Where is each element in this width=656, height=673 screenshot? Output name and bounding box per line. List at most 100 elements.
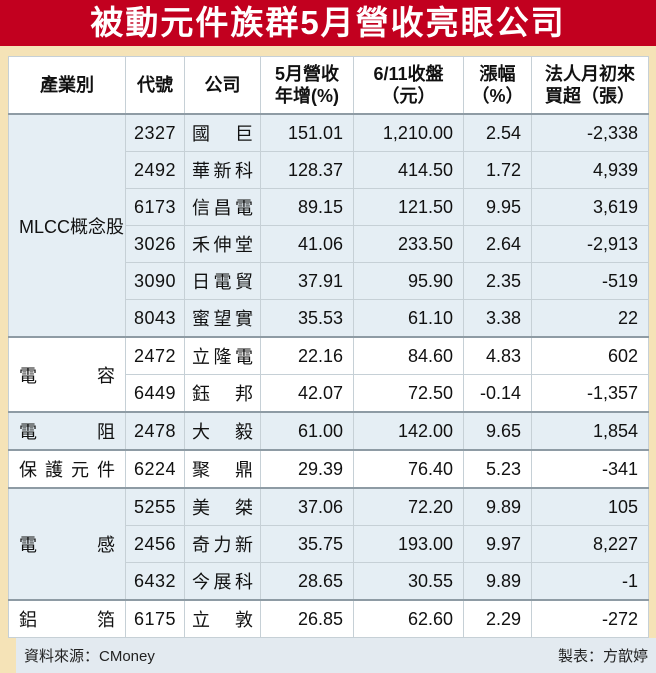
change-pct-value: 9.97 xyxy=(463,525,532,563)
table-row: 保護元件 6224 聚鼎 29.39 76.40 5.23 -341 xyxy=(8,449,649,489)
revenue-yoy-value: 128.37 xyxy=(260,151,354,189)
table-footer: 資料來源：CMoney 製表：方歆婷 xyxy=(16,638,656,673)
change-pct-value: 4.83 xyxy=(463,336,532,375)
table-row: 3026 禾伸堂 41.06 233.50 2.64 -2,913 xyxy=(9,225,649,263)
stock-table-container: 產業別 代號 公司 5月營收 年增(%) 6/11收盤 （元） 漲幅 （%） 法… xyxy=(8,56,656,673)
revenue-yoy-value: 35.53 xyxy=(260,299,354,338)
stock-code: 3026 xyxy=(125,225,185,263)
table-row: 8043 蜜望實 35.53 61.10 3.38 22 xyxy=(9,299,649,338)
data-source-label: 資料來源：CMoney xyxy=(24,648,155,665)
net-buy-value: -272 xyxy=(531,599,649,638)
closing-price-value: 233.50 xyxy=(353,225,464,263)
net-buy-value: 3,619 xyxy=(531,188,649,226)
industry-category-cell: MLCC概念股 xyxy=(8,113,126,338)
revenue-yoy-value: 29.39 xyxy=(260,449,354,489)
table-row: 3090 日電貿 37.91 95.90 2.35 -519 xyxy=(9,262,649,300)
revenue-yoy-value: 41.06 xyxy=(260,225,354,263)
change-pct-value: 2.35 xyxy=(463,262,532,300)
closing-price-value: 30.55 xyxy=(353,562,464,601)
company-name: 美桀 xyxy=(184,487,261,526)
col-header-code: 代號 xyxy=(125,56,185,115)
net-buy-value: 602 xyxy=(531,336,649,375)
company-name: 大毅 xyxy=(184,411,261,451)
stock-code: 6224 xyxy=(125,449,185,489)
net-buy-value: 8,227 xyxy=(531,525,649,563)
net-buy-value: 1,854 xyxy=(531,411,649,451)
net-buy-value: -519 xyxy=(531,262,649,300)
revenue-yoy-value: 22.16 xyxy=(260,336,354,375)
closing-price-value: 62.60 xyxy=(353,599,464,638)
stock-table: 產業別 代號 公司 5月營收 年增(%) 6/11收盤 （元） 漲幅 （%） 法… xyxy=(8,56,649,638)
page-title: 被動元件族群5月營收亮眼公司 xyxy=(90,4,566,41)
industry-category-cell: 電感 xyxy=(8,487,126,601)
company-name: 蜜望實 xyxy=(184,299,261,338)
stock-code: 6449 xyxy=(125,374,185,413)
col-header-institutional-net-buy: 法人月初來 買超（張） xyxy=(531,56,649,115)
company-name: 華新科 xyxy=(184,151,261,189)
net-buy-value: 22 xyxy=(531,299,649,338)
closing-price-value: 1,210.00 xyxy=(353,113,464,152)
stock-code: 2472 xyxy=(125,336,185,375)
stock-code: 5255 xyxy=(125,487,185,526)
col-header-company: 公司 xyxy=(184,56,261,115)
company-name: 鈺邦 xyxy=(184,374,261,413)
company-name: 禾伸堂 xyxy=(184,225,261,263)
company-name: 立隆電 xyxy=(184,336,261,375)
col-header-may-revenue-yoy: 5月營收 年增(%) xyxy=(260,56,354,115)
closing-price-value: 72.20 xyxy=(353,487,464,526)
change-pct-value: -0.14 xyxy=(463,374,532,413)
change-pct-value: 3.38 xyxy=(463,299,532,338)
change-pct-value: 1.72 xyxy=(463,151,532,189)
table-row: 6173 信昌電 89.15 121.50 9.95 3,619 xyxy=(9,188,649,226)
revenue-yoy-value: 61.00 xyxy=(260,411,354,451)
company-name: 立敦 xyxy=(184,599,261,638)
industry-category-cell: 電阻 xyxy=(8,411,126,451)
company-name: 今展科 xyxy=(184,562,261,601)
company-name: 奇力新 xyxy=(184,525,261,563)
closing-price-value: 121.50 xyxy=(353,188,464,226)
change-pct-value: 2.64 xyxy=(463,225,532,263)
closing-price-value: 193.00 xyxy=(353,525,464,563)
change-pct-value: 9.65 xyxy=(463,411,532,451)
table-row: 鋁箔 6175 立敦 26.85 62.60 2.29 -272 xyxy=(8,599,649,638)
stock-code: 2327 xyxy=(125,113,185,152)
net-buy-value: -1 xyxy=(531,562,649,601)
company-name: 日電貿 xyxy=(184,262,261,300)
revenue-yoy-value: 28.65 xyxy=(260,562,354,601)
stock-code: 6432 xyxy=(125,562,185,601)
revenue-yoy-value: 35.75 xyxy=(260,525,354,563)
company-name: 信昌電 xyxy=(184,188,261,226)
industry-category-cell: 電容 xyxy=(8,336,126,413)
net-buy-value: -341 xyxy=(531,449,649,489)
stock-code: 3090 xyxy=(125,262,185,300)
change-pct-value: 5.23 xyxy=(463,449,532,489)
net-buy-value: -1,357 xyxy=(531,374,649,413)
change-pct-value: 9.89 xyxy=(463,562,532,601)
change-pct-value: 2.29 xyxy=(463,599,532,638)
title-banner: 被動元件族群5月營收亮眼公司 xyxy=(0,0,656,46)
closing-price-value: 414.50 xyxy=(353,151,464,189)
revenue-yoy-value: 151.01 xyxy=(260,113,354,152)
closing-price-value: 142.00 xyxy=(353,411,464,451)
stock-code: 2492 xyxy=(125,151,185,189)
change-pct-value: 9.95 xyxy=(463,188,532,226)
stock-code: 8043 xyxy=(125,299,185,338)
col-header-industry: 產業別 xyxy=(8,56,126,115)
table-header: 產業別 代號 公司 5月營收 年增(%) 6/11收盤 （元） 漲幅 （%） 法… xyxy=(8,56,649,115)
revenue-yoy-value: 42.07 xyxy=(260,374,354,413)
table-row: 2456 奇力新 35.75 193.00 9.97 8,227 xyxy=(9,525,649,563)
table-row: 電容 2472 立隆電 22.16 84.60 4.83 602 xyxy=(8,336,649,413)
industry-category-cell: 鋁箔 xyxy=(8,599,126,638)
closing-price-value: 72.50 xyxy=(353,374,464,413)
company-name: 聚鼎 xyxy=(184,449,261,489)
table-row: 電阻 2478 大毅 61.00 142.00 9.65 1,854 xyxy=(8,411,649,451)
change-pct-value: 2.54 xyxy=(463,113,532,152)
credit-label: 製表：方歆婷 xyxy=(557,648,648,665)
revenue-yoy-value: 89.15 xyxy=(260,188,354,226)
revenue-yoy-value: 37.91 xyxy=(260,262,354,300)
col-header-closing-price: 6/11收盤 （元） xyxy=(353,56,464,115)
stock-code: 2478 xyxy=(125,411,185,451)
table-row: MLCC概念股 2327 國巨 151.01 1,210.00 2.54 -2,338 xyxy=(8,113,649,338)
stock-code: 6173 xyxy=(125,188,185,226)
stock-code: 6175 xyxy=(125,599,185,638)
